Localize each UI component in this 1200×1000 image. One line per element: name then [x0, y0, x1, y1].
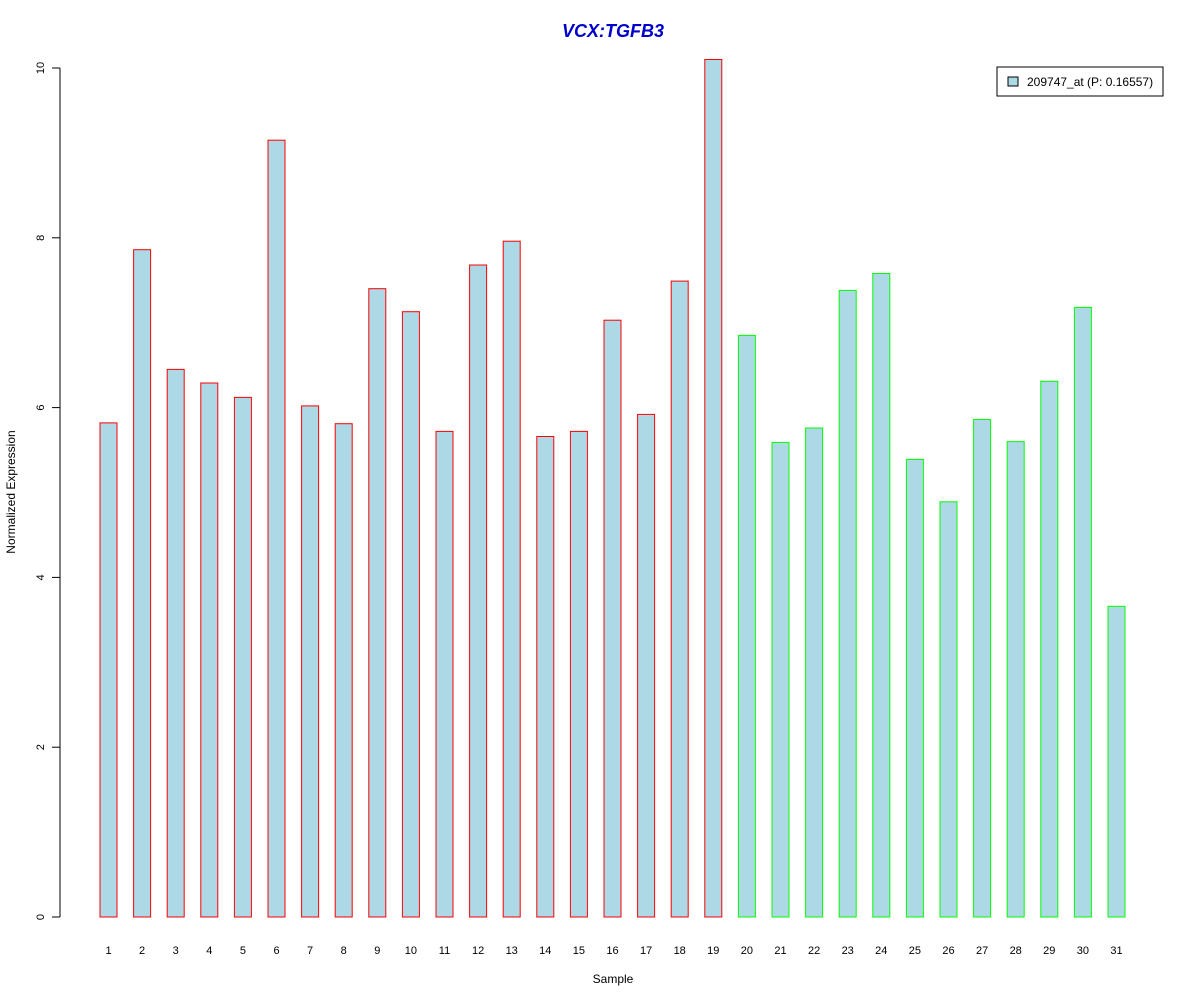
bar-sample-20: [737, 334, 756, 918]
y-tick-label: 6: [35, 405, 47, 411]
x-tick-label: 24: [875, 945, 887, 957]
x-tick-label: 26: [942, 945, 954, 957]
bar-sample-8: [334, 423, 353, 918]
x-axis-label: Sample: [593, 972, 634, 986]
bar-sample-6: [267, 139, 286, 918]
bar-sample-1: [99, 422, 118, 918]
bar-sample-7: [301, 405, 320, 918]
bars-group: [99, 59, 1126, 918]
bar-sample-24: [872, 273, 891, 918]
y-axis: 0 2 4 6 8 10: [35, 62, 60, 920]
x-tick-label: 9: [374, 945, 380, 957]
bar-sample-19: [704, 59, 723, 918]
bar-sample-29: [1040, 380, 1059, 918]
x-tick-label: 16: [606, 945, 618, 957]
bar-sample-4: [200, 382, 219, 918]
x-tick-label: 18: [674, 945, 686, 957]
x-tick-label: 7: [307, 945, 313, 957]
x-tick-label: 6: [273, 945, 279, 957]
x-tick-label: 13: [506, 945, 518, 957]
bar-sample-9: [368, 288, 387, 918]
bar-sample-31: [1107, 605, 1126, 918]
x-tick-label: 30: [1077, 945, 1089, 957]
bar-sample-27: [973, 419, 992, 918]
chart-title: VCX:TGFB3: [562, 21, 664, 41]
x-tick-label: 15: [573, 945, 585, 957]
bar-sample-3: [166, 368, 185, 918]
bar-sample-18: [670, 280, 689, 918]
x-tick-label: 4: [206, 945, 212, 957]
x-tick-label: 14: [539, 945, 551, 957]
x-axis: 1 2 3 4 5 6 7 8 9 10 11 12 13 14 15 16 17 18 19 20 21 22 23 24 2…: [105, 945, 1122, 957]
x-tick-label: 17: [640, 945, 652, 957]
y-tick-label: 8: [35, 235, 47, 241]
x-tick-label: 31: [1110, 945, 1122, 957]
x-tick-label: 19: [707, 945, 719, 957]
legend-box: [996, 66, 1164, 97]
x-tick-label: 8: [341, 945, 347, 957]
legend-swatch: [1007, 76, 1019, 87]
x-tick-label: 3: [173, 945, 179, 957]
bar-sample-26: [939, 501, 958, 918]
bar-sample-30: [1073, 306, 1092, 918]
y-tick-label: 2: [35, 744, 47, 750]
bar-sample-13: [502, 240, 521, 918]
bar-sample-10: [401, 311, 420, 918]
x-tick-label: 10: [405, 945, 417, 957]
x-tick-label: 12: [472, 945, 484, 957]
x-tick-label: 5: [240, 945, 246, 957]
x-tick-label: 25: [909, 945, 921, 957]
x-tick-label: 28: [1010, 945, 1022, 957]
bar-sample-12: [469, 264, 488, 918]
bar-sample-23: [838, 289, 857, 918]
bar-sample-11: [435, 430, 454, 918]
x-tick-label: 23: [842, 945, 854, 957]
bar-sample-22: [805, 427, 824, 918]
bar-sample-15: [569, 430, 588, 918]
bar-sample-21: [771, 441, 790, 918]
y-tick-label: 4: [35, 574, 47, 580]
x-tick-label: 2: [139, 945, 145, 957]
y-tick-label: 10: [35, 62, 47, 74]
bar-sample-25: [905, 458, 924, 918]
bar-sample-16: [603, 319, 622, 918]
x-tick-label: 22: [808, 945, 820, 957]
legend: 209747_at (P: 0.16557): [996, 66, 1164, 97]
x-tick-label: 20: [741, 945, 753, 957]
y-axis-label: Normalized Expression: [4, 430, 18, 553]
x-tick-label: 1: [105, 945, 111, 957]
x-tick-label: 11: [439, 945, 450, 957]
legend-label: 209747_at (P: 0.16557): [1027, 75, 1153, 89]
x-tick-label: 29: [1043, 945, 1055, 957]
bar-sample-2: [133, 249, 152, 918]
bar-sample-28: [1006, 441, 1025, 918]
bar-sample-14: [536, 436, 555, 918]
bar-sample-5: [233, 396, 252, 918]
y-tick-label: 0: [35, 914, 47, 920]
x-tick-label: 27: [976, 945, 988, 957]
bar-sample-17: [637, 413, 656, 918]
x-tick-label: 21: [774, 945, 786, 957]
